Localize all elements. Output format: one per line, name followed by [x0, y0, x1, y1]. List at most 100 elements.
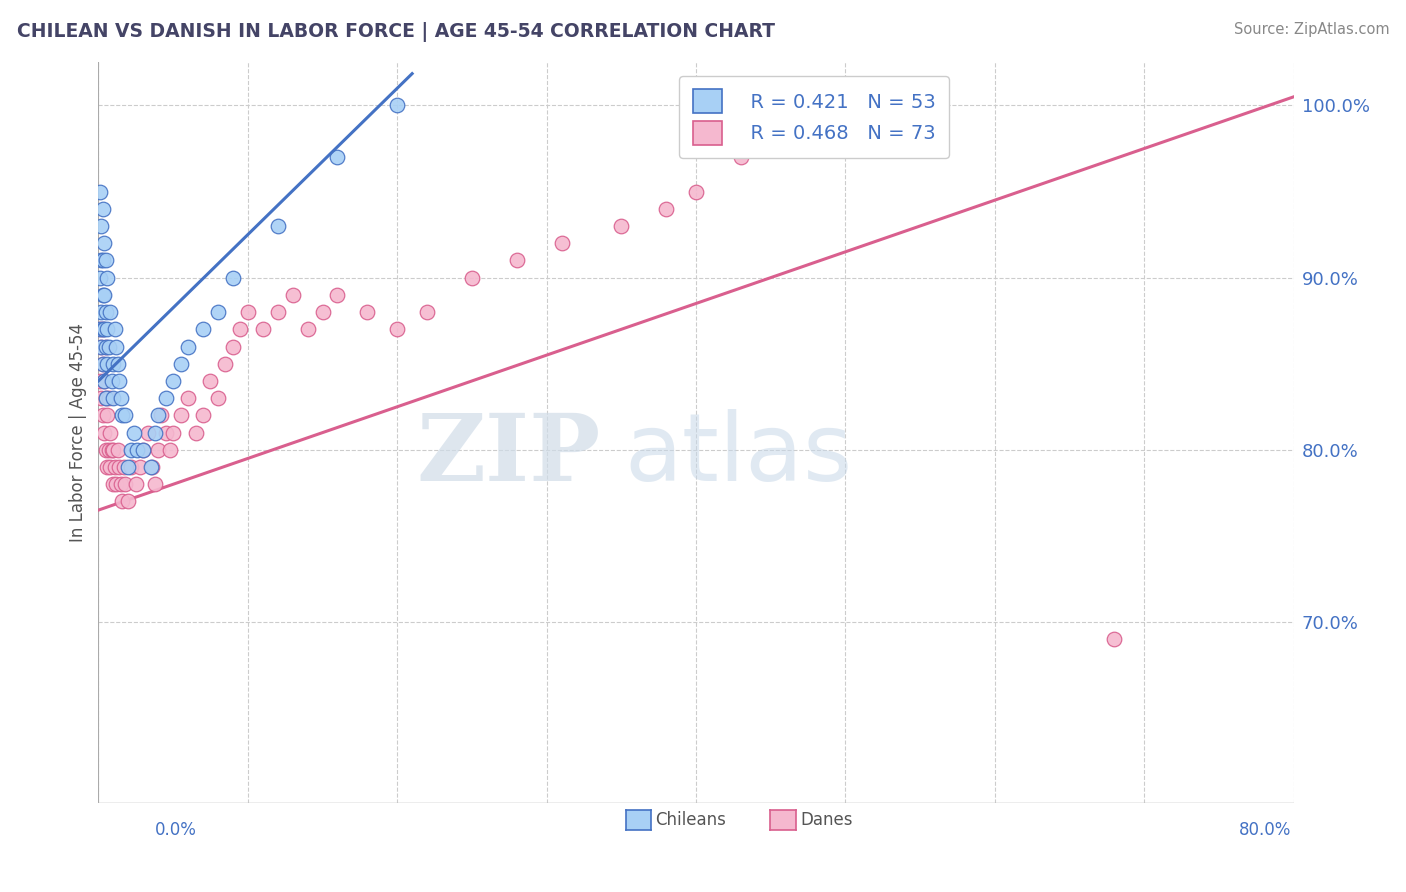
Point [222, 339, 245, 353]
Point [461, 270, 484, 285]
Point [107, 442, 129, 457]
Point [98, 460, 122, 475]
Point [98, 425, 122, 440]
Point [101, 442, 124, 457]
Point [191, 409, 214, 423]
Point [207, 391, 229, 405]
Point [98, 305, 122, 319]
Point [101, 374, 124, 388]
Point [111, 409, 134, 423]
Point [177, 391, 200, 405]
Point [655, 202, 678, 216]
Point [93, 374, 115, 388]
Point [865, 98, 887, 112]
Point [105, 477, 128, 491]
Point [326, 288, 349, 302]
Point [110, 391, 132, 405]
Text: ZIP: ZIP [416, 409, 600, 500]
Point [125, 477, 148, 491]
Point [267, 219, 290, 233]
Point [94, 339, 117, 353]
Point [143, 425, 166, 440]
Point [91, 357, 114, 371]
Point [93, 374, 115, 388]
Point [96, 409, 118, 423]
Point [129, 460, 152, 475]
Point [136, 425, 159, 440]
Point [162, 374, 184, 388]
Point [93, 425, 115, 440]
Text: 0.0%: 0.0% [155, 821, 197, 838]
Point [297, 322, 319, 336]
Point [124, 425, 146, 440]
Point [91, 357, 114, 371]
Point [385, 98, 409, 112]
Point [908, 98, 931, 112]
Point [610, 219, 633, 233]
Point [550, 236, 572, 251]
Text: Chileans: Chileans [655, 811, 725, 829]
Point [103, 391, 125, 405]
Point [148, 409, 170, 423]
Point [155, 425, 177, 440]
Point [184, 425, 207, 440]
Point [150, 409, 173, 423]
Point [93, 288, 115, 302]
Point [89, 322, 111, 336]
Point [120, 442, 142, 457]
Point [91, 253, 114, 268]
Point [132, 442, 155, 457]
Point [103, 357, 125, 371]
Point [104, 460, 127, 475]
Point [89, 374, 111, 388]
Point [169, 409, 191, 423]
Point [104, 322, 127, 336]
Point [143, 477, 166, 491]
Point [90, 339, 112, 353]
Point [139, 460, 162, 475]
Point [89, 270, 111, 285]
Point [685, 185, 707, 199]
Point [96, 460, 118, 475]
Point [506, 253, 529, 268]
Point [94, 391, 117, 405]
Point [105, 339, 128, 353]
Point [94, 442, 117, 457]
Point [96, 322, 118, 336]
Point [90, 253, 112, 268]
Point [169, 357, 191, 371]
Point [91, 409, 114, 423]
Point [775, 116, 797, 130]
Point [90, 391, 112, 405]
Point [110, 477, 132, 491]
Point [90, 305, 112, 319]
Point [108, 374, 131, 388]
Point [91, 322, 114, 336]
Text: Danes: Danes [800, 811, 852, 829]
Point [89, 322, 111, 336]
Point [96, 357, 118, 371]
Point [97, 442, 120, 457]
Point [94, 339, 117, 353]
Point [114, 409, 136, 423]
Point [385, 322, 409, 336]
Point [191, 322, 214, 336]
Point [229, 322, 252, 336]
Point [108, 460, 131, 475]
Point [148, 442, 170, 457]
Point [222, 270, 245, 285]
Point [117, 494, 139, 508]
Text: atlas: atlas [624, 409, 852, 500]
Legend:   R = 0.421   N = 53,   R = 0.468   N = 73: R = 0.421 N = 53, R = 0.468 N = 73 [679, 76, 949, 158]
Point [111, 494, 134, 508]
Point [326, 150, 349, 164]
Point [94, 391, 117, 405]
Point [91, 202, 114, 216]
Point [311, 305, 333, 319]
Point [252, 322, 274, 336]
Y-axis label: In Labor Force | Age 45-54: In Labor Force | Age 45-54 [69, 323, 87, 542]
Point [97, 339, 120, 353]
Point [820, 98, 842, 112]
Point [89, 185, 111, 199]
Text: CHILEAN VS DANISH IN LABOR FORCE | AGE 45-54 CORRELATION CHART: CHILEAN VS DANISH IN LABOR FORCE | AGE 4… [17, 22, 775, 42]
